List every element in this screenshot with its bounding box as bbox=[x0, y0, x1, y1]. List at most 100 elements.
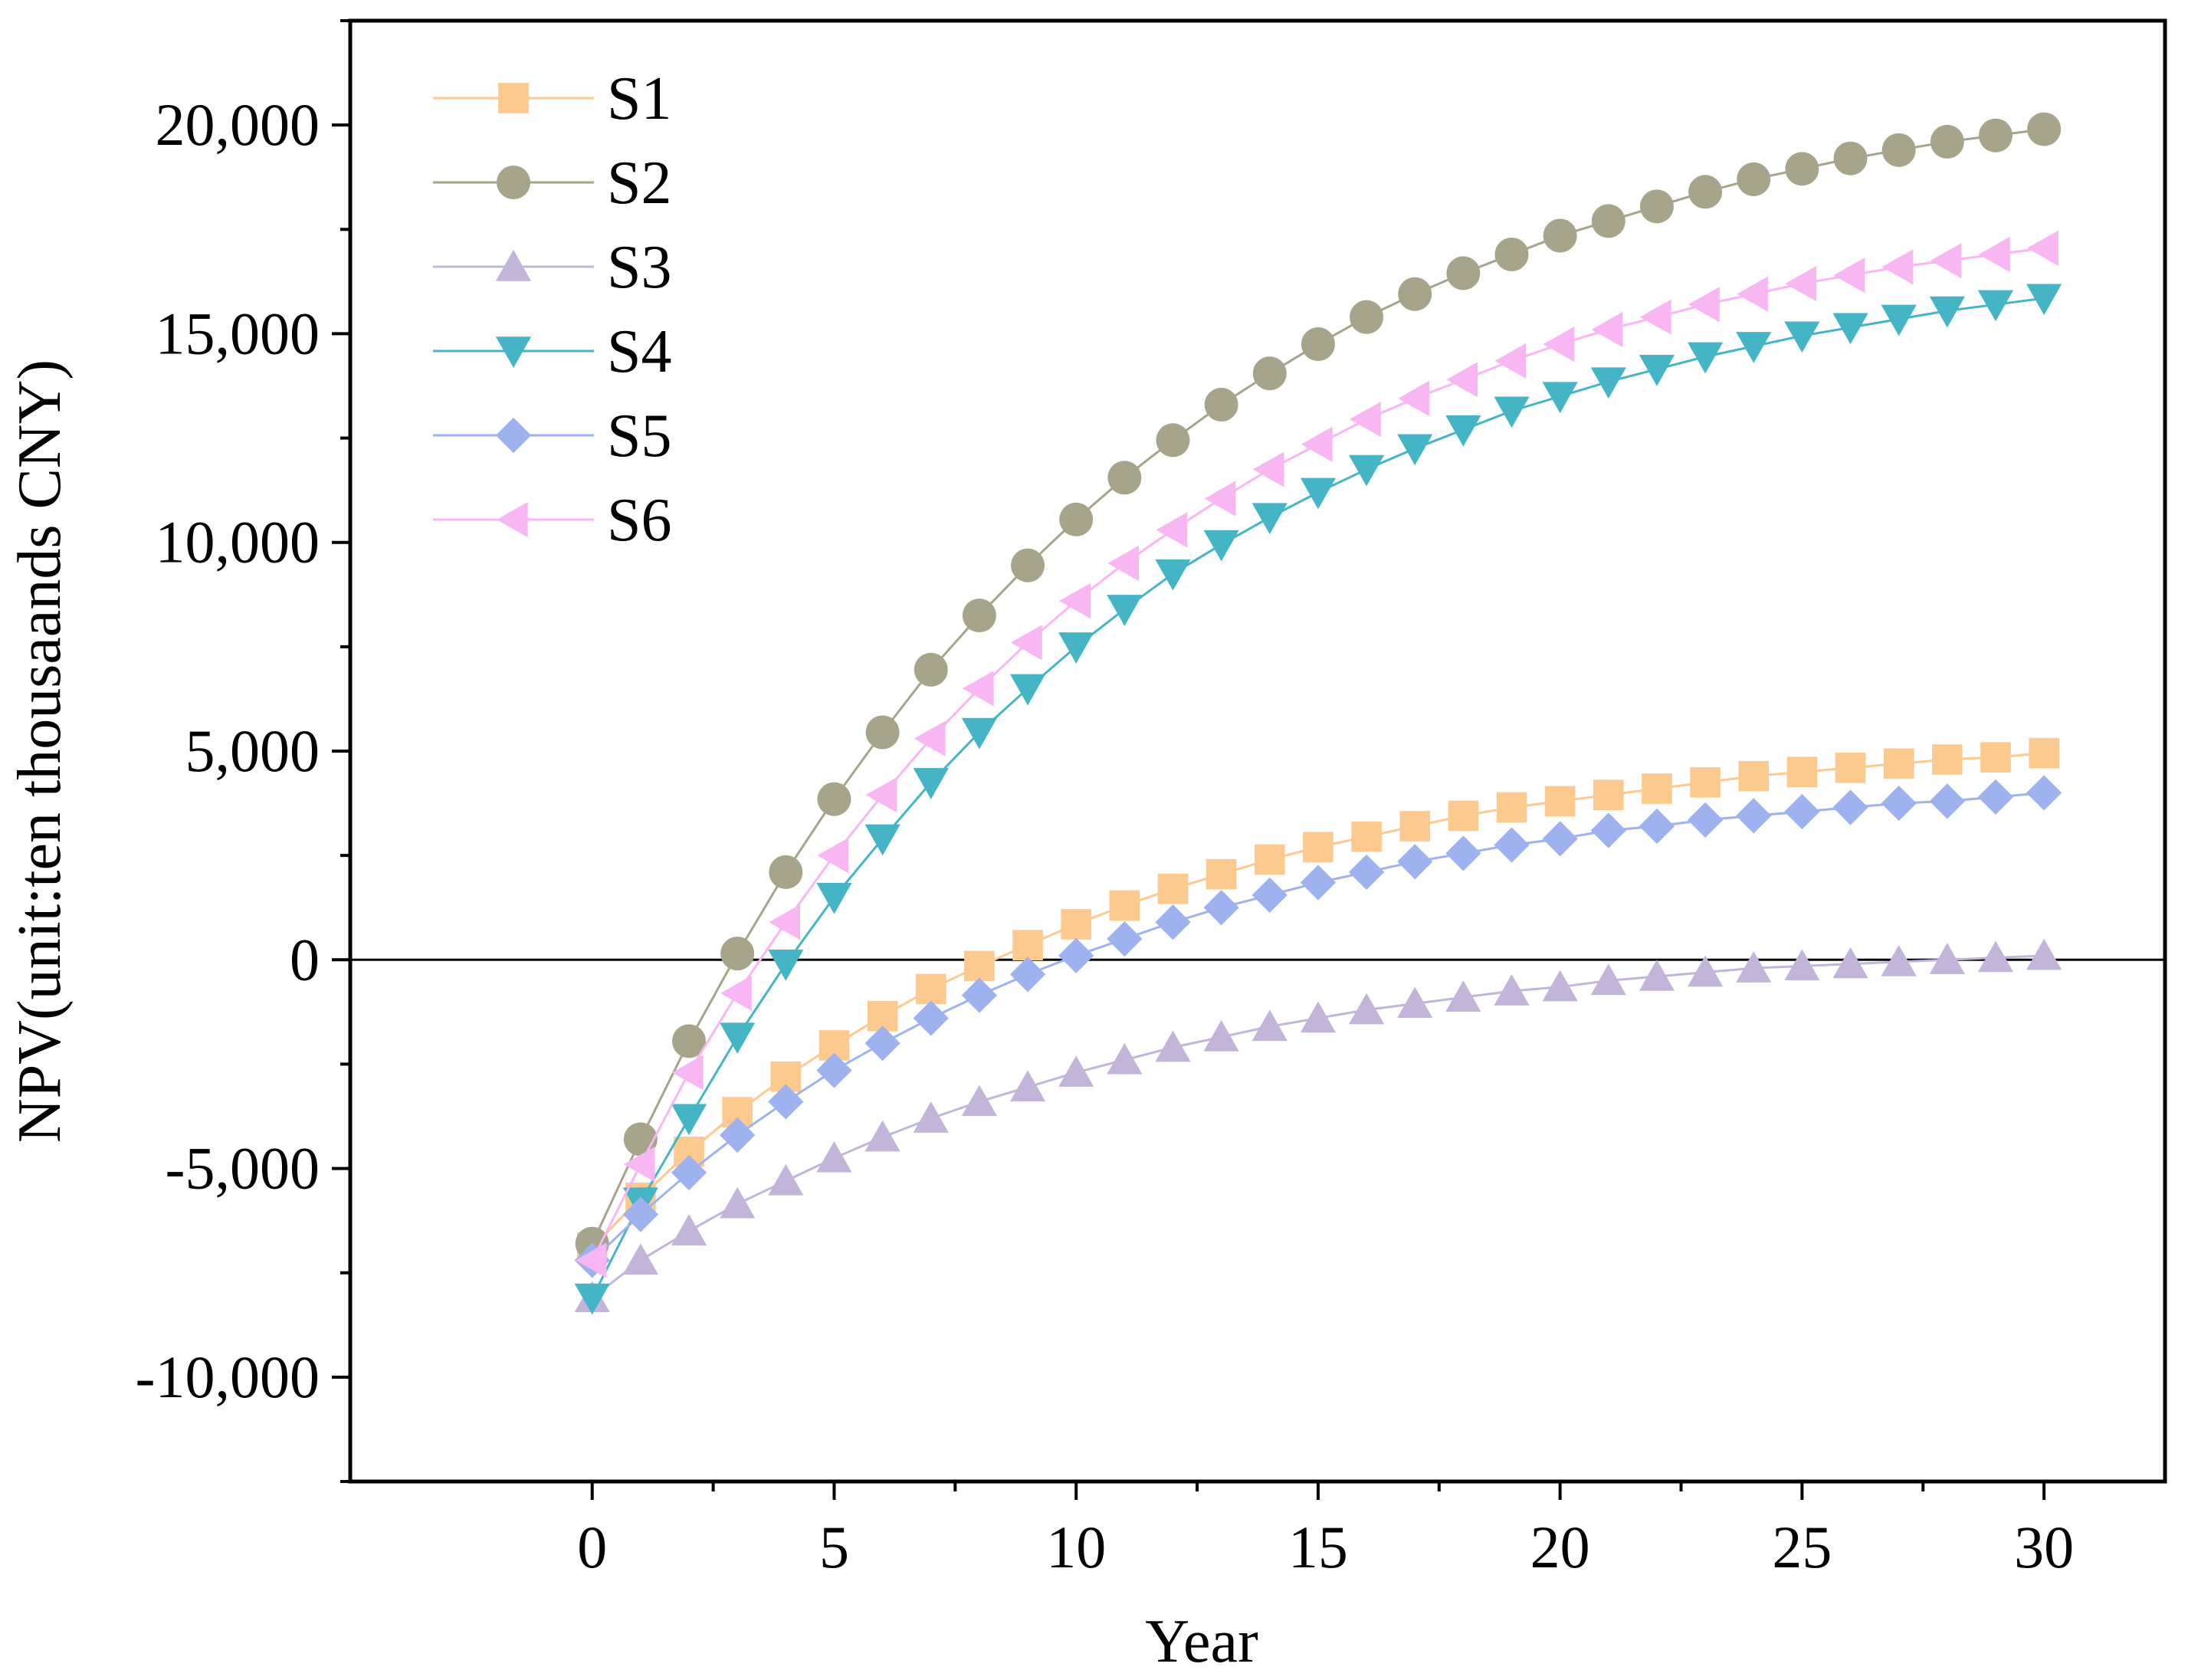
data-point-s6 bbox=[1398, 380, 1429, 416]
legend: S1 S2 S3 S4 S5 S6 bbox=[433, 65, 672, 554]
data-point-s6 bbox=[1543, 326, 1575, 363]
x-tick-label: 10 bbox=[1046, 1514, 1106, 1580]
data-point-s2 bbox=[1398, 277, 1432, 311]
data-point-s2 bbox=[1978, 118, 2013, 153]
data-point-s5 bbox=[1397, 844, 1433, 880]
data-point-s2 bbox=[1881, 133, 1916, 167]
data-point-s2 bbox=[1107, 461, 1142, 495]
data-point-s2 bbox=[1156, 423, 1190, 458]
data-point-s5 bbox=[1300, 865, 1337, 901]
data-point-s3 bbox=[1832, 947, 1868, 979]
data-point-s3 bbox=[1639, 960, 1675, 991]
data-point-s5 bbox=[720, 1117, 756, 1153]
data-point-s4 bbox=[1784, 321, 1820, 353]
y-axis-title: NPV(unit:ten thousaands CNY) bbox=[6, 359, 74, 1143]
data-point-s3 bbox=[864, 1120, 900, 1152]
data-point-s4 bbox=[1590, 367, 1626, 399]
legend-item-s6: S6 bbox=[433, 487, 672, 554]
data-point-s6 bbox=[720, 975, 752, 1011]
data-point-s5 bbox=[1058, 937, 1094, 973]
data-point-s5 bbox=[1881, 785, 1917, 822]
data-point-s4 bbox=[671, 1104, 707, 1136]
legend-item-s2: S2 bbox=[433, 149, 672, 217]
data-point-s2 bbox=[1252, 356, 1287, 391]
data-point-s3 bbox=[1397, 986, 1433, 1019]
x-tick-label: 20 bbox=[1530, 1514, 1590, 1580]
data-point-s1 bbox=[1157, 873, 1189, 904]
data-point-s2 bbox=[1639, 189, 1674, 224]
legend-item-s5: S5 bbox=[433, 402, 672, 470]
legend-marker bbox=[495, 336, 532, 368]
data-point-s1 bbox=[1109, 890, 1140, 921]
data-point-s6 bbox=[1252, 451, 1284, 487]
data-point-s2 bbox=[1011, 548, 1045, 582]
data-point-s1 bbox=[1448, 800, 1479, 832]
data-point-s4 bbox=[1832, 313, 1868, 345]
data-point-s5 bbox=[1977, 779, 2014, 815]
data-point-s5 bbox=[2026, 775, 2062, 811]
y-tick-label: 5,000 bbox=[185, 717, 320, 784]
data-point-s6 bbox=[1639, 299, 1671, 335]
data-point-s2 bbox=[1446, 256, 1481, 290]
data-point-s6 bbox=[1494, 343, 1527, 379]
data-point-s5 bbox=[961, 977, 998, 1013]
data-point-s5 bbox=[1639, 808, 1675, 845]
data-point-s4 bbox=[1251, 503, 1288, 535]
x-tick-label: 5 bbox=[819, 1514, 849, 1580]
data-point-s1 bbox=[1061, 909, 1091, 940]
series-s6 bbox=[575, 230, 2058, 1278]
data-point-s4 bbox=[1203, 530, 1239, 562]
data-point-s4 bbox=[720, 1022, 756, 1055]
data-point-s6 bbox=[672, 1055, 704, 1091]
data-point-s5 bbox=[1590, 812, 1626, 848]
legend-label: S5 bbox=[607, 402, 672, 470]
data-point-s3 bbox=[1107, 1042, 1143, 1075]
data-point-s4 bbox=[1397, 434, 1433, 466]
data-point-s1 bbox=[1883, 748, 1914, 779]
data-point-s3 bbox=[1251, 1009, 1288, 1042]
legend-label: S3 bbox=[607, 234, 672, 301]
data-point-s6 bbox=[1930, 243, 1962, 279]
legend-marker bbox=[498, 83, 529, 113]
data-point-s3 bbox=[1203, 1020, 1239, 1052]
data-point-s6 bbox=[769, 904, 801, 940]
data-point-s5 bbox=[1445, 835, 1481, 871]
data-point-s3 bbox=[1881, 945, 1917, 976]
series-s2 bbox=[575, 112, 2062, 1261]
data-point-s2 bbox=[720, 937, 755, 971]
legend-item-s4: S4 bbox=[433, 318, 672, 386]
y-tick-label: 20,000 bbox=[156, 91, 320, 158]
data-point-s1 bbox=[1690, 767, 1721, 798]
data-point-s5 bbox=[768, 1084, 804, 1120]
data-point-s6 bbox=[1833, 258, 1865, 294]
data-point-s2 bbox=[1785, 152, 1819, 186]
data-point-s3 bbox=[913, 1101, 949, 1133]
data-point-s4 bbox=[1155, 559, 1191, 591]
data-point-s1 bbox=[1642, 773, 1672, 804]
data-point-s6 bbox=[1688, 287, 1720, 323]
data-point-s2 bbox=[1301, 327, 1335, 362]
legend-marker bbox=[497, 166, 530, 199]
data-point-s4 bbox=[1881, 304, 1917, 336]
data-point-s3 bbox=[1736, 951, 1772, 983]
data-point-s6 bbox=[817, 838, 849, 874]
data-point-s4 bbox=[1736, 332, 1772, 363]
data-point-s2 bbox=[672, 1024, 707, 1058]
data-point-s2 bbox=[865, 715, 900, 750]
data-point-s5 bbox=[671, 1154, 707, 1191]
data-point-s1 bbox=[1835, 752, 1866, 783]
y-tick-label: 15,000 bbox=[156, 300, 320, 366]
data-point-s3 bbox=[671, 1214, 707, 1245]
data-point-s5 bbox=[1251, 877, 1288, 913]
data-point-s6 bbox=[1881, 249, 1914, 285]
data-point-s4 bbox=[1348, 454, 1385, 487]
data-point-s3 bbox=[816, 1140, 852, 1173]
data-point-s3 bbox=[1155, 1030, 1191, 1062]
data-point-s4 bbox=[2026, 284, 2062, 316]
data-point-s4 bbox=[574, 1283, 610, 1315]
data-point-s3 bbox=[1009, 1070, 1046, 1102]
data-point-s4 bbox=[1542, 382, 1578, 414]
y-tick-label: -10,000 bbox=[136, 1344, 320, 1410]
data-point-s6 bbox=[962, 671, 994, 707]
data-point-s6 bbox=[1059, 582, 1091, 619]
